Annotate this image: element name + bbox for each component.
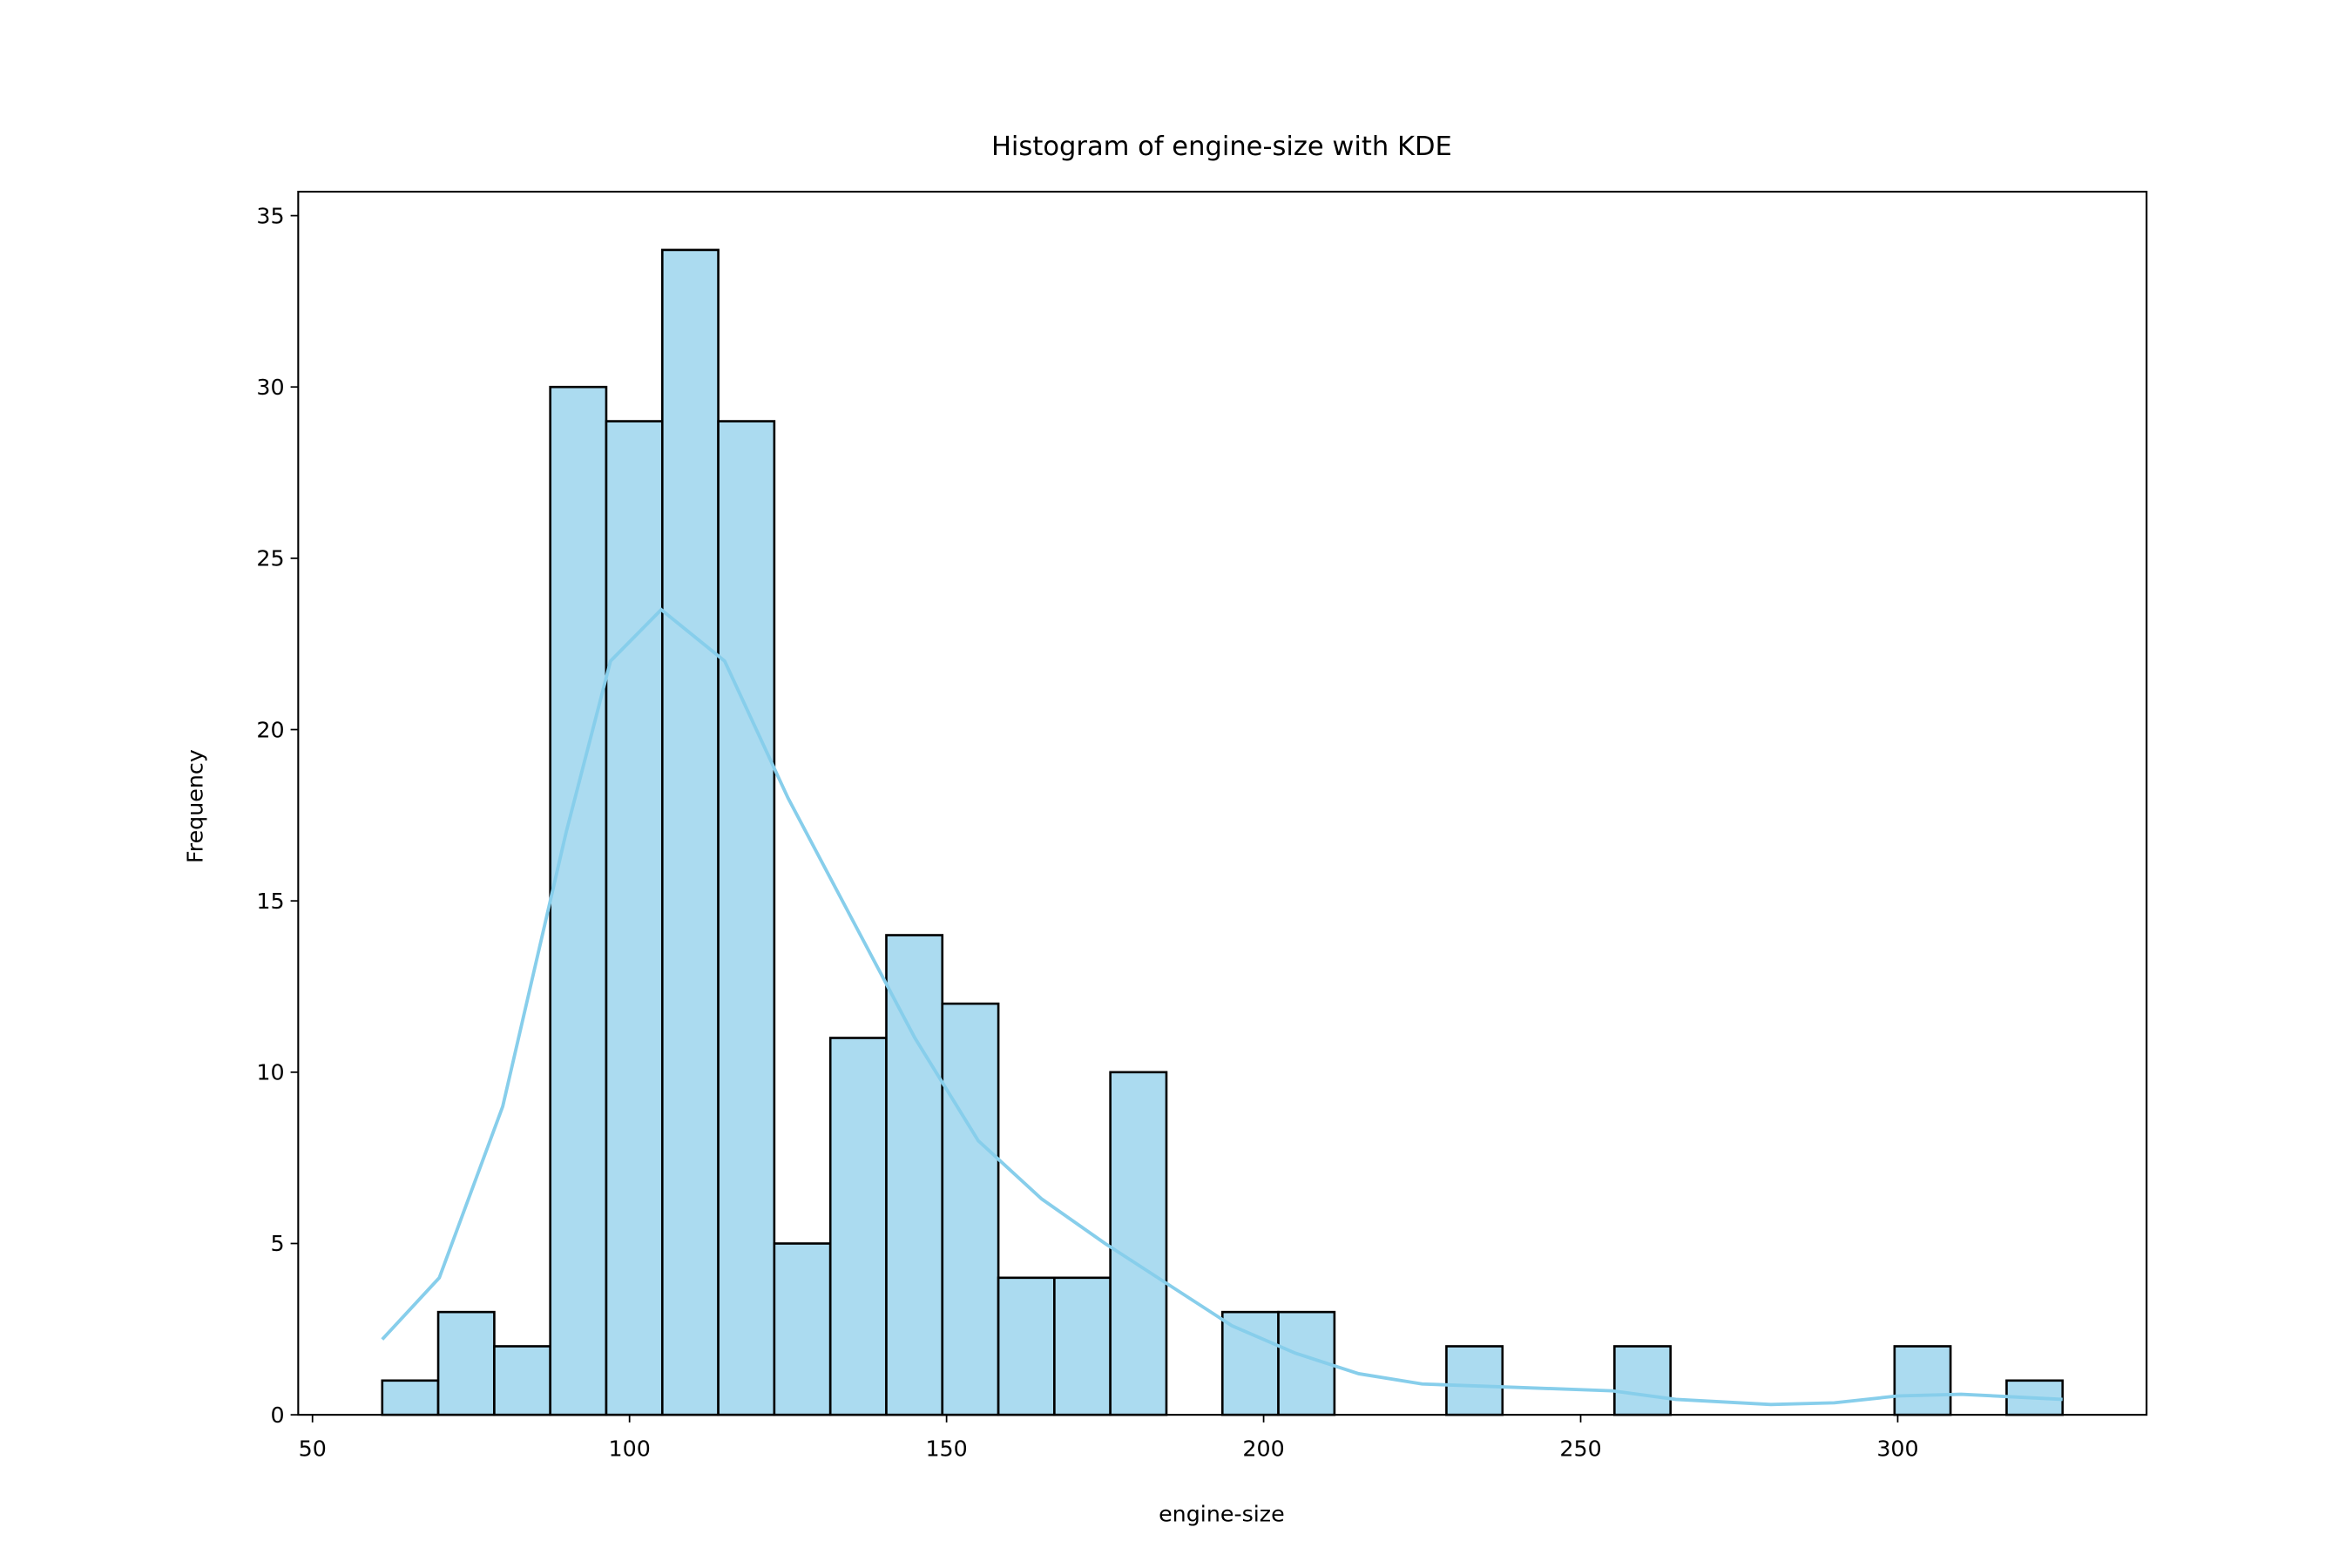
bar: [1893, 1345, 1952, 1416]
plot-frame: [297, 190, 2148, 1416]
y-tick-label: 35: [256, 202, 284, 228]
chart-title: Histogram of engine-size with KDE: [991, 132, 1452, 162]
bar: [941, 1002, 1000, 1416]
bar: [605, 420, 664, 1416]
bar: [381, 1379, 440, 1416]
bar: [1109, 1071, 1168, 1416]
bar: [1053, 1276, 1112, 1416]
x-tick-label: 150: [925, 1435, 967, 1461]
y-tick-label: 10: [256, 1059, 284, 1085]
y-tick-label: 30: [256, 374, 284, 400]
bar: [549, 385, 608, 1416]
bar: [997, 1276, 1056, 1416]
bar: [660, 248, 720, 1416]
bar: [1220, 1310, 1280, 1416]
y-tick-label: 5: [271, 1230, 285, 1256]
x-tick-label: 50: [299, 1435, 327, 1461]
bar: [885, 934, 944, 1416]
x-tick-label: 100: [609, 1435, 651, 1461]
x-tick-label: 200: [1242, 1435, 1284, 1461]
x-tick-label: 300: [1876, 1435, 1918, 1461]
bar: [717, 420, 776, 1416]
bar: [773, 1242, 832, 1416]
bar: [828, 1037, 888, 1416]
x-axis-label: engine-size: [1159, 1500, 1285, 1526]
y-tick-label: 0: [271, 1402, 285, 1428]
x-tick-label: 250: [1559, 1435, 1601, 1461]
y-tick-label: 20: [256, 716, 284, 742]
bar: [436, 1310, 496, 1416]
bar: [1445, 1345, 1504, 1416]
y-tick-label: 15: [256, 888, 284, 914]
y-axis-label: Frequency: [181, 749, 207, 863]
bar: [493, 1345, 551, 1416]
bar: [1613, 1345, 1672, 1416]
kde-line: [381, 607, 2063, 1407]
y-tick-label: 25: [256, 545, 284, 571]
